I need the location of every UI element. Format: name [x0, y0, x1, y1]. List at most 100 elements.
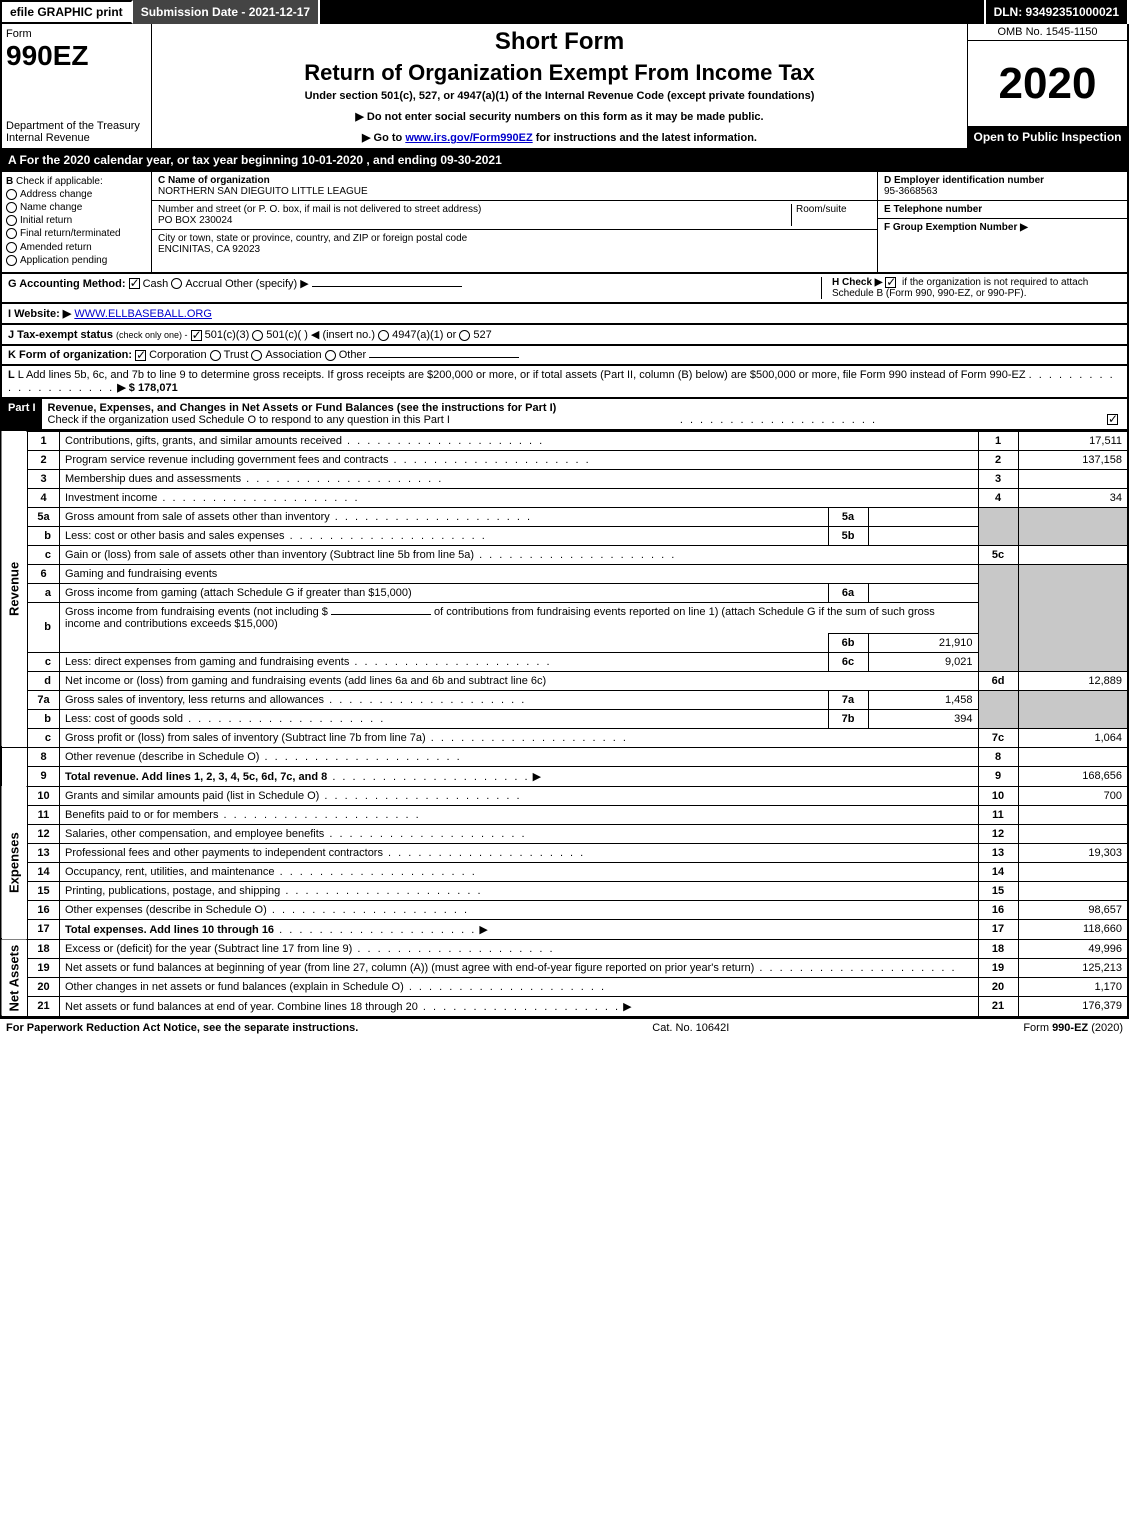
mid-val: [868, 583, 978, 602]
line-desc: Gross income from gaming (attach Schedul…: [65, 587, 412, 599]
mid-num: 6c: [828, 652, 868, 671]
line-desc: Gaming and fundraising events: [65, 568, 217, 580]
mid-num: 7b: [828, 709, 868, 728]
website-link[interactable]: WWW.ELLBASEBALL.ORG: [74, 308, 212, 320]
opt-amended[interactable]: Amended return: [6, 242, 147, 253]
line-num: c: [28, 545, 60, 564]
opt-pending[interactable]: Application pending: [6, 255, 147, 266]
k-other-check[interactable]: [325, 350, 336, 361]
res-num: 11: [978, 805, 1018, 824]
header-grid: B Check if applicable: Address change Na…: [0, 172, 1129, 274]
submission-date: Submission Date - 2021-12-17: [133, 0, 320, 24]
res-num: 15: [978, 881, 1018, 900]
opt-initial-return[interactable]: Initial return: [6, 215, 147, 226]
line-desc: Net assets or fund balances at end of ye…: [65, 1001, 418, 1013]
mid-val: 1,458: [868, 690, 978, 709]
line-desc: Investment income: [65, 492, 157, 504]
dln-number: DLN: 93492351000021: [986, 0, 1129, 24]
k-trust: Trust: [224, 349, 249, 361]
cash-checkbox[interactable]: [129, 278, 140, 289]
res-num: 9: [978, 766, 1018, 786]
k-assoc-check[interactable]: [251, 350, 262, 361]
k-trust-check[interactable]: [210, 350, 221, 361]
opt-address-change[interactable]: Address change: [6, 189, 147, 200]
footer-right: Form 990-EZ (2020): [1023, 1022, 1123, 1034]
6b-amount-input[interactable]: [331, 614, 431, 615]
i-label: I Website: ▶: [8, 308, 71, 320]
line-desc: Contributions, gifts, grants, and simila…: [65, 435, 342, 447]
j-insert: ◀ (insert no.): [311, 329, 375, 341]
top-bar: efile GRAPHIC print Submission Date - 20…: [0, 0, 1129, 24]
res-num: 14: [978, 862, 1018, 881]
grey-cell: [1018, 507, 1128, 545]
res-num: 20: [978, 977, 1018, 996]
opt-name-change[interactable]: Name change: [6, 202, 147, 213]
res-val: 1,064: [1018, 728, 1128, 747]
k-label: K Form of organization:: [8, 349, 132, 361]
tax-year: 2020: [968, 41, 1127, 126]
form-right-block: OMB No. 1545-1150 2020 Open to Public In…: [967, 24, 1127, 148]
other-input[interactable]: [312, 286, 462, 287]
goto-line: ▶ Go to www.irs.gov/Form990EZ for instru…: [160, 131, 959, 144]
line-desc: Gross income from fundraising events (no…: [65, 606, 328, 618]
grey-cell: [978, 564, 1018, 671]
footer-left: For Paperwork Reduction Act Notice, see …: [6, 1022, 358, 1034]
opt-final-return[interactable]: Final return/terminated: [6, 228, 147, 239]
row-k: K Form of organization: Corporation Trus…: [0, 346, 1129, 366]
line-num: 21: [28, 996, 60, 1017]
mid-num: 5a: [828, 507, 868, 526]
k-other-input[interactable]: [369, 357, 519, 358]
j-527-check[interactable]: [459, 330, 470, 341]
res-val: 12,889: [1018, 671, 1128, 690]
k-corp: Corporation: [149, 349, 206, 361]
l-amount: ▶ $ 178,071: [117, 382, 177, 394]
k-other: Other: [339, 349, 367, 361]
accrual-checkbox[interactable]: [171, 278, 182, 289]
res-val: [1018, 747, 1128, 766]
section-h: H Check ▶ if the organization is not req…: [821, 277, 1121, 299]
res-num: 8: [978, 747, 1018, 766]
other-label: Other (specify) ▶: [225, 278, 309, 290]
line-desc: Gross sales of inventory, less returns a…: [65, 694, 324, 706]
revenue-side-label: Revenue: [1, 431, 28, 747]
line-desc: Gross amount from sale of assets other t…: [65, 511, 330, 523]
res-num: 10: [978, 786, 1018, 805]
res-num: 19: [978, 958, 1018, 977]
res-num: 7c: [978, 728, 1018, 747]
h-checkbox[interactable]: [885, 277, 896, 288]
mid-val: 9,021: [868, 652, 978, 671]
res-val: 176,379: [1018, 996, 1128, 1017]
res-num: 17: [978, 919, 1018, 939]
j-sub: (check only one) -: [116, 330, 188, 340]
res-num: 5c: [978, 545, 1018, 564]
line-desc: Excess or (deficit) for the year (Subtra…: [65, 943, 352, 955]
res-val: 17,511: [1018, 431, 1128, 450]
j-501c3-check[interactable]: [191, 330, 202, 341]
line-desc: Total expenses. Add lines 10 through 16: [65, 924, 274, 936]
k-corp-check[interactable]: [135, 350, 146, 361]
res-val: [1018, 862, 1128, 881]
res-val: 1,170: [1018, 977, 1128, 996]
res-val: [1018, 881, 1128, 900]
irs-link[interactable]: www.irs.gov/Form990EZ: [405, 132, 532, 144]
netassets-side-label: Net Assets: [1, 939, 28, 1017]
line-num: c: [28, 652, 60, 671]
j-501c3: 501(c)(3): [205, 329, 250, 341]
part1-checkbox[interactable]: [1107, 414, 1118, 425]
efile-print-label[interactable]: efile GRAPHIC print: [0, 0, 133, 24]
j-4947-check[interactable]: [378, 330, 389, 341]
grey-cell: [1018, 690, 1128, 728]
line-desc: Grants and similar amounts paid (list in…: [65, 790, 319, 802]
j-501c-check[interactable]: [252, 330, 263, 341]
line-num: 11: [28, 805, 60, 824]
spacer: [320, 0, 985, 24]
footer: For Paperwork Reduction Act Notice, see …: [0, 1018, 1129, 1037]
under-section: Under section 501(c), 527, or 4947(a)(1)…: [160, 90, 959, 102]
line-num: 9: [28, 766, 60, 786]
line-num: 13: [28, 843, 60, 862]
no-ssn-warning: ▶ Do not enter social security numbers o…: [160, 110, 959, 123]
mid-num: 7a: [828, 690, 868, 709]
k-assoc: Association: [265, 349, 321, 361]
line-desc: Printing, publications, postage, and shi…: [65, 885, 280, 897]
line-desc: Other revenue (describe in Schedule O): [65, 751, 259, 763]
